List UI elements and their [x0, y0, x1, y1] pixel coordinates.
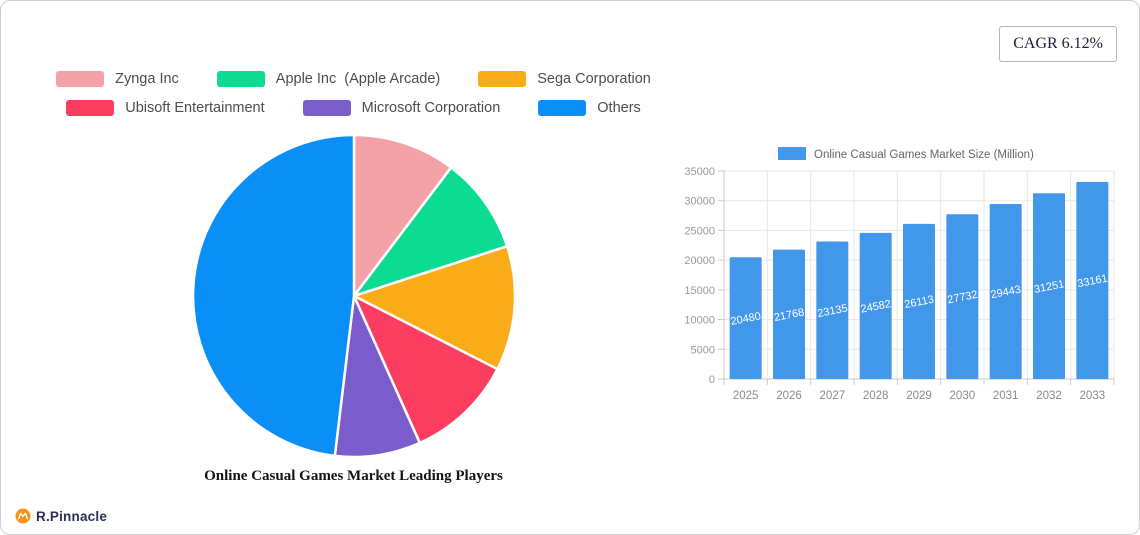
x-category-label: 2031 [993, 390, 1019, 402]
pie-slice-3 [352, 294, 499, 445]
legend-label: Ubisoft Entertainment [125, 100, 265, 116]
pie-slice-2 [352, 245, 516, 371]
x-category-label: 2029 [906, 390, 932, 402]
x-category-label: 2030 [950, 390, 976, 402]
bar-value-label: 31251 [1033, 278, 1065, 296]
pie-legend-item-5: Others [538, 100, 641, 116]
pie-slice-1 [352, 166, 508, 298]
y-tick-label: 35000 [684, 166, 715, 178]
bar-value-label: 24582 [860, 298, 892, 316]
bar-value-label: 29443 [990, 284, 1022, 302]
legend-swatch [478, 71, 527, 87]
bar-value-label: 26113 [903, 294, 935, 311]
bar-2030 [946, 214, 979, 379]
bar-value-label: 20480 [730, 310, 762, 328]
y-tick-label: 30000 [684, 196, 715, 208]
bar-2031 [989, 204, 1022, 379]
pie-slice-0 [352, 133, 452, 298]
bar-legend-label: Online Casual Games Market Size (Million… [814, 149, 1034, 161]
y-tick-label: 5000 [691, 344, 715, 356]
y-tick-label: 10000 [684, 315, 715, 327]
legend-label: Zynga Inc [115, 71, 179, 87]
brand-logo: R.Pinnacle [15, 508, 107, 524]
bar-2026 [773, 249, 805, 379]
pie-chart-block: Zynga Inc Apple Inc (Apple Arcade) Sega Co… [31, 71, 676, 485]
pie-legend-item-4: Microsoft Corporation [302, 100, 501, 116]
bar-chart: 0 5000 10000 15000 20000 25000 30000 35000 20480… [684, 147, 1115, 402]
legend-label: Apple Inc (Apple Arcade) [275, 71, 441, 87]
bar-2025 [729, 257, 762, 379]
x-category-label: 2027 [820, 390, 846, 402]
pie-slice-4 [333, 294, 421, 459]
legend-swatch [302, 100, 351, 116]
bar-value-label: 27732 [946, 289, 978, 307]
y-tick-label: 0 [709, 374, 715, 386]
cagr-badge: CAGR 6.12% [999, 26, 1117, 62]
pie-legend: Zynga Inc Apple Inc (Apple Arcade) Sega Co… [31, 71, 676, 116]
bar-2029 [903, 223, 935, 379]
y-tick-label: 25000 [684, 225, 715, 237]
pie-legend-item-1: Apple Inc (Apple Arcade) [216, 71, 441, 87]
legend-swatch [56, 71, 105, 87]
pie-slice-5 [191, 133, 355, 458]
bar-legend-swatch [778, 147, 806, 160]
bar-2033 [1076, 181, 1109, 379]
legend-swatch [538, 100, 587, 116]
pie-legend-item-0: Zynga Inc [56, 71, 179, 87]
legend-label: Microsoft Corporation [361, 100, 501, 116]
legend-label: Sega Corporation [537, 71, 651, 87]
bar-value-label: 33161 [1076, 273, 1108, 291]
bar-chart-block: 0 5000 10000 15000 20000 25000 30000 35000 20480… [681, 139, 1139, 429]
y-tick-label: 15000 [684, 285, 715, 297]
bar-2028 [859, 232, 892, 379]
x-category-label: 2028 [863, 390, 889, 402]
pie-chart [191, 133, 516, 459]
pie-legend-item-2: Sega Corporation [478, 71, 651, 87]
legend-label: Others [597, 100, 641, 116]
bar-value-label: 23135 [816, 302, 848, 320]
legend-swatch [66, 100, 115, 116]
pie-chart-title: Online Casual Games Market Leading Playe… [204, 468, 503, 484]
bar-2027 [816, 241, 849, 379]
y-tick-label: 20000 [684, 255, 715, 267]
bar-value-label: 21768 [773, 306, 805, 324]
x-category-label: 2033 [1080, 390, 1106, 402]
x-category-label: 2026 [776, 390, 802, 402]
bar-2032 [1033, 193, 1065, 379]
x-category-label: 2032 [1036, 390, 1062, 402]
legend-swatch [216, 71, 265, 87]
x-category-label: 2025 [733, 390, 759, 402]
pie-legend-item-3: Ubisoft Entertainment [66, 100, 265, 116]
brand-name: R.Pinnacle [36, 508, 108, 524]
pinnacle-mountain-icon [15, 508, 31, 524]
